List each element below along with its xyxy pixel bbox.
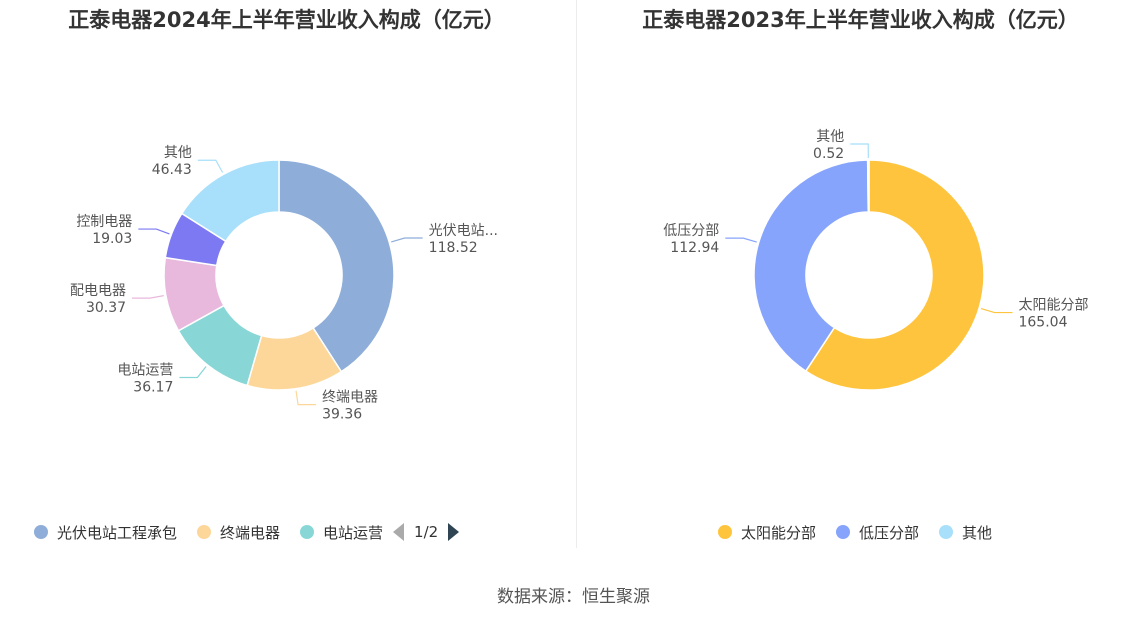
slice-value-label: 19.03: [92, 231, 132, 247]
legend-dot: [939, 525, 954, 539]
slice-name-label: 低压分部: [663, 223, 719, 239]
panel-divider: [576, 0, 577, 548]
label-leader-line: [179, 366, 207, 379]
label-leader-line: [132, 295, 164, 299]
legend-dot: [197, 525, 212, 539]
legend-label: 其他: [962, 523, 993, 542]
label-leader-line: [138, 228, 170, 235]
chart-title-2023: 正泰电器2023年上半年营业收入构成（亿元）: [642, 8, 1079, 32]
slice-value-label: 46.43: [152, 162, 192, 178]
slice-value-label: 0.52: [813, 146, 844, 162]
legend-label: 太阳能分部: [741, 523, 817, 542]
legend-label: 低压分部: [859, 523, 920, 542]
label-leader-line: [391, 237, 423, 243]
legend-page-indicator: 1/2: [414, 523, 439, 541]
slice-name-label: 其他: [816, 129, 844, 145]
chart-title-2024: 正泰电器2024年上半年营业收入构成（亿元）: [68, 8, 505, 32]
legend-item-terminal[interactable]: 终端电器: [197, 522, 280, 543]
legend-dot: [836, 525, 851, 539]
legend-label: 光伏电站工程承包: [57, 523, 178, 542]
donut-slice[interactable]: [804, 159, 985, 391]
legend-2024: 光伏电站工程承包 终端电器 电站运营 1/2: [34, 520, 460, 544]
slice-name-label: 终端电器: [322, 390, 378, 406]
legend-2023: 太阳能分部 低压分部 其他: [718, 520, 992, 544]
donut-slice[interactable]: [753, 159, 870, 373]
slice-value-label: 30.37: [86, 300, 126, 316]
label-leader-line: [725, 237, 757, 243]
legend-dot: [718, 525, 732, 539]
legend-item-pv-epc[interactable]: 光伏电站工程承包: [34, 522, 177, 543]
label-leader-line: [850, 143, 869, 159]
legend-label: 终端电器: [220, 523, 281, 542]
label-leader-line: [197, 159, 224, 173]
prev-page-icon[interactable]: [393, 523, 405, 541]
donut-slice[interactable]: [866, 159, 870, 213]
slice-value-label: 165.04: [1018, 315, 1067, 331]
slice-name-label: 太阳能分部: [1018, 298, 1088, 314]
slice-name-label: 光伏电站...: [429, 223, 498, 239]
slice-name-label: 电站运营: [117, 362, 173, 378]
legend-label: 电站运营: [323, 523, 384, 542]
donut-slice[interactable]: [180, 159, 280, 243]
slice-value-label: 118.52: [429, 240, 478, 256]
legend-dot: [300, 525, 315, 539]
slice-value-label: 36.17: [133, 379, 173, 395]
slice-name-label: 配电电器: [70, 283, 126, 299]
legend-item-other[interactable]: 其他: [939, 522, 992, 543]
slice-name-label: 控制电器: [76, 214, 132, 230]
label-leader-line: [295, 390, 317, 406]
data-source: 数据来源：恒生聚源: [497, 587, 650, 607]
legend-dot: [34, 525, 48, 539]
donut-slice[interactable]: [278, 159, 395, 373]
legend-pager: 1/2: [393, 523, 460, 541]
legend-item-low-voltage[interactable]: 低压分部: [836, 522, 919, 543]
legend-item-plant-ops[interactable]: 电站运营: [300, 522, 383, 543]
slice-value-label: 39.36: [322, 407, 362, 423]
chart-2023-panel: 正泰电器2023年上半年营业收入构成（亿元） 太阳能分部 165.04 低压分部 11…: [574, 0, 1147, 560]
chart-2024-panel: 正泰电器2024年上半年营业收入构成（亿元） 光伏电站... 118.52 终端电器…: [0, 0, 573, 560]
label-leader-line: [980, 307, 1013, 314]
slice-value-label: 112.94: [670, 240, 719, 256]
slice-name-label: 其他: [164, 145, 192, 161]
next-page-icon[interactable]: [448, 523, 460, 541]
legend-item-solar[interactable]: 太阳能分部: [718, 522, 816, 543]
